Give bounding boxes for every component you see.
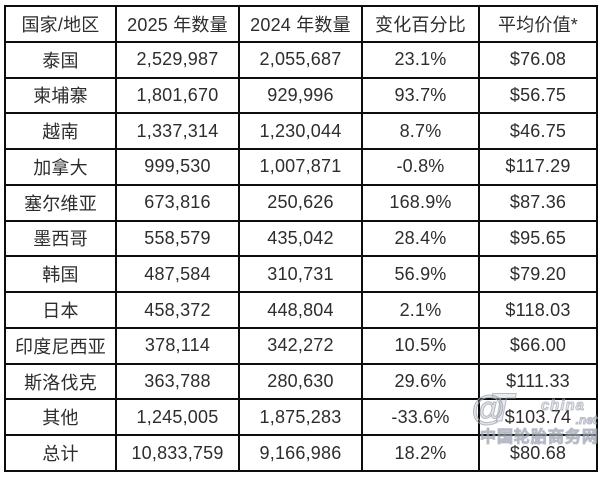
avg-value-cell: $117.29 (478, 148, 598, 186)
avg-value-cell: $111.33 (478, 362, 598, 401)
qty-2025-cell: 363,788 (115, 362, 240, 401)
qty-2024-cell: 342,272 (238, 326, 363, 365)
region-cell: 韩国 (4, 255, 117, 294)
qty-2024-cell: 929,996 (238, 76, 363, 115)
avg-value-cell: $118.03 (478, 291, 598, 329)
qty-2025-cell: 1,245,005 (115, 398, 240, 437)
table-row: 加拿大 999,530 1,007,871 -0.8% $117.29 (4, 148, 598, 186)
region-cell: 柬埔寨 (4, 76, 117, 115)
qty-2024-cell: 280,630 (238, 362, 363, 401)
avg-value-cell: $66.00 (478, 326, 598, 365)
change-pct-cell: 93.7% (361, 76, 480, 115)
col-header-2025-qty: 2025 年数量 (115, 5, 240, 43)
qty-2024-cell: 1,230,044 (238, 112, 363, 151)
region-cell: 越南 (4, 112, 117, 151)
change-pct-cell: -0.8% (361, 148, 480, 186)
avg-value-cell: $87.36 (478, 183, 598, 222)
change-pct-cell: 28.4% (361, 219, 480, 258)
table-row: 泰国 2,529,987 2,055,687 23.1% $76.08 (4, 40, 598, 79)
table-row: 墨西哥 558,579 435,042 28.4% $95.65 (4, 219, 598, 258)
avg-value-cell: $76.08 (478, 40, 598, 79)
region-cell: 加拿大 (4, 148, 117, 186)
qty-2024-cell: 1,875,283 (238, 398, 363, 437)
avg-value-cell: $80.68 (478, 434, 598, 472)
col-header-2024-qty: 2024 年数量 (238, 5, 363, 43)
change-pct-cell: 8.7% (361, 112, 480, 151)
table-row: 越南 1,337,314 1,230,044 8.7% $46.75 (4, 112, 598, 151)
qty-2024-cell: 250,626 (238, 183, 363, 222)
avg-value-cell: $56.75 (478, 76, 598, 115)
col-header-change-pct: 变化百分比 (361, 5, 480, 43)
table-total-row: 总计 10,833,759 9,166,986 18.2% $80.68 (4, 434, 598, 472)
change-pct-cell: -33.6% (361, 398, 480, 437)
table-row: 日本 458,372 448,804 2.1% $118.03 (4, 291, 598, 329)
qty-2025-cell: 10,833,759 (115, 434, 240, 472)
table-header-row: 国家/地区 2025 年数量 2024 年数量 变化百分比 平均价值* (4, 5, 598, 43)
avg-value-cell: $46.75 (478, 112, 598, 151)
avg-value-cell: $103.74 (478, 398, 598, 437)
change-pct-cell: 2.1% (361, 291, 480, 329)
qty-2025-cell: 558,579 (115, 219, 240, 258)
qty-2024-cell: 310,731 (238, 255, 363, 294)
qty-2025-cell: 999,530 (115, 148, 240, 186)
qty-2024-cell: 435,042 (238, 219, 363, 258)
country-import-data-table: 国家/地区 2025 年数量 2024 年数量 变化百分比 平均价值* 泰国 2… (4, 5, 598, 472)
change-pct-cell: 10.5% (361, 326, 480, 365)
table-row: 塞尔维亚 673,816 250,626 168.9% $87.36 (4, 183, 598, 222)
col-header-region: 国家/地区 (4, 5, 117, 43)
qty-2024-cell: 448,804 (238, 291, 363, 329)
change-pct-cell: 18.2% (361, 434, 480, 472)
col-header-avg-value: 平均价值* (478, 5, 598, 43)
avg-value-cell: $79.20 (478, 255, 598, 294)
qty-2025-cell: 378,114 (115, 326, 240, 365)
qty-2025-cell: 487,584 (115, 255, 240, 294)
avg-value-cell: $95.65 (478, 219, 598, 258)
table-row: 韩国 487,584 310,731 56.9% $79.20 (4, 255, 598, 294)
qty-2024-cell: 9,166,986 (238, 434, 363, 472)
qty-2025-cell: 2,529,987 (115, 40, 240, 79)
qty-2025-cell: 458,372 (115, 291, 240, 329)
table-row: 印度尼西亚 378,114 342,272 10.5% $66.00 (4, 326, 598, 365)
region-cell: 总计 (4, 434, 117, 472)
region-cell: 其他 (4, 398, 117, 437)
qty-2025-cell: 673,816 (115, 183, 240, 222)
qty-2025-cell: 1,801,670 (115, 76, 240, 115)
table-row: 其他 1,245,005 1,875,283 -33.6% $103.74 (4, 398, 598, 437)
qty-2024-cell: 1,007,871 (238, 148, 363, 186)
region-cell: 印度尼西亚 (4, 326, 117, 365)
region-cell: 斯洛伐克 (4, 362, 117, 401)
qty-2025-cell: 1,337,314 (115, 112, 240, 151)
region-cell: 泰国 (4, 40, 117, 79)
change-pct-cell: 168.9% (361, 183, 480, 222)
region-cell: 日本 (4, 291, 117, 329)
table-row: 柬埔寨 1,801,670 929,996 93.7% $56.75 (4, 76, 598, 115)
region-cell: 塞尔维亚 (4, 183, 117, 222)
change-pct-cell: 23.1% (361, 40, 480, 79)
table-row: 斯洛伐克 363,788 280,630 29.6% $111.33 (4, 362, 598, 401)
qty-2024-cell: 2,055,687 (238, 40, 363, 79)
change-pct-cell: 29.6% (361, 362, 480, 401)
region-cell: 墨西哥 (4, 219, 117, 258)
change-pct-cell: 56.9% (361, 255, 480, 294)
